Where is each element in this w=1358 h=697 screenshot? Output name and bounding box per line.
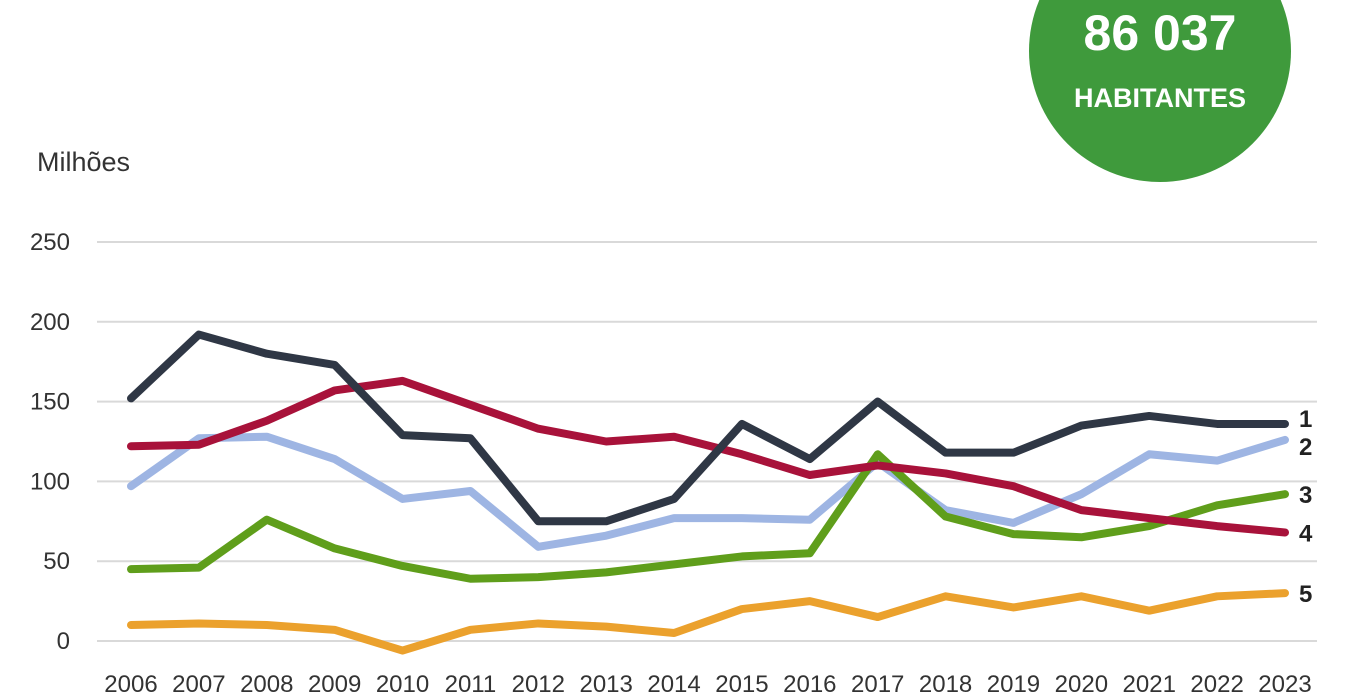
series-line-1	[127, 330, 1289, 526]
series-label-5: 5	[1299, 581, 1312, 608]
x-tick-label: 2014	[647, 671, 700, 697]
x-axis-ticks: 2006 2007 2008 2009 2010 2011 2012 2013 2014 2015…	[104, 671, 1311, 697]
y-tick-label: 250	[30, 229, 70, 256]
y-axis-ticks: 0 50 100 150 200 250	[30, 229, 70, 655]
series-line-5	[127, 589, 1289, 655]
x-tick-label: 2015	[715, 671, 768, 697]
series-label-2: 2	[1299, 434, 1312, 461]
series-end-labels: 2 3 5 4 1	[1299, 406, 1313, 608]
series-label-3: 3	[1299, 482, 1312, 509]
x-tick-label: 2022	[1190, 671, 1243, 697]
x-tick-label: 2016	[783, 671, 836, 697]
x-tick-label: 2012	[512, 671, 565, 697]
y-axis-label: Milhões	[37, 147, 131, 177]
y-tick-label: 150	[30, 389, 70, 416]
series-line-3	[127, 450, 1289, 583]
series-label-4: 4	[1299, 520, 1313, 547]
x-tick-label: 2018	[919, 671, 972, 697]
x-tick-label: 2007	[172, 671, 225, 697]
x-tick-label: 2020	[1055, 671, 1108, 697]
population-value: 86 037	[1083, 5, 1237, 61]
x-tick-label: 2019	[987, 671, 1040, 697]
x-tick-label: 2010	[376, 671, 429, 697]
y-tick-label: 0	[57, 628, 70, 655]
x-tick-label: 2017	[851, 671, 904, 697]
y-tick-label: 200	[30, 309, 70, 336]
population-label: HABITANTES	[1074, 83, 1246, 113]
x-tick-label: 2011	[445, 671, 497, 697]
series-label-1: 1	[1299, 406, 1312, 433]
y-tick-label: 50	[43, 548, 70, 575]
series-line-4	[127, 376, 1289, 537]
x-tick-label: 2013	[579, 671, 632, 697]
series-line-2	[127, 432, 1289, 551]
series-lines	[127, 330, 1289, 655]
x-tick-label: 2023	[1258, 671, 1311, 697]
x-tick-label: 2006	[104, 671, 157, 697]
x-tick-label: 2008	[240, 671, 293, 697]
x-tick-label: 2009	[308, 671, 361, 697]
y-tick-label: 100	[30, 468, 70, 495]
x-tick-label: 2021	[1123, 671, 1176, 697]
